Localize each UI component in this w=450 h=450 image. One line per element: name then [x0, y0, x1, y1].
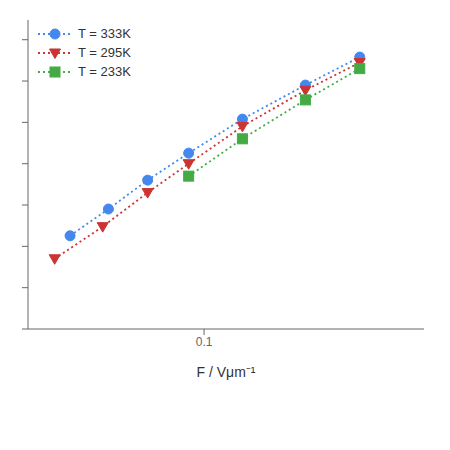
- svg-text:0.1: 0.1: [196, 335, 213, 349]
- html-text:T = 295K: T = 295K: [78, 45, 131, 60]
- html-text:T = 233K: T = 233K: [78, 64, 131, 79]
- html-text:T = 333K: T = 333K: [78, 26, 131, 41]
- svg-text:F / Vμm⁻¹: F / Vμm⁻¹: [197, 364, 256, 380]
